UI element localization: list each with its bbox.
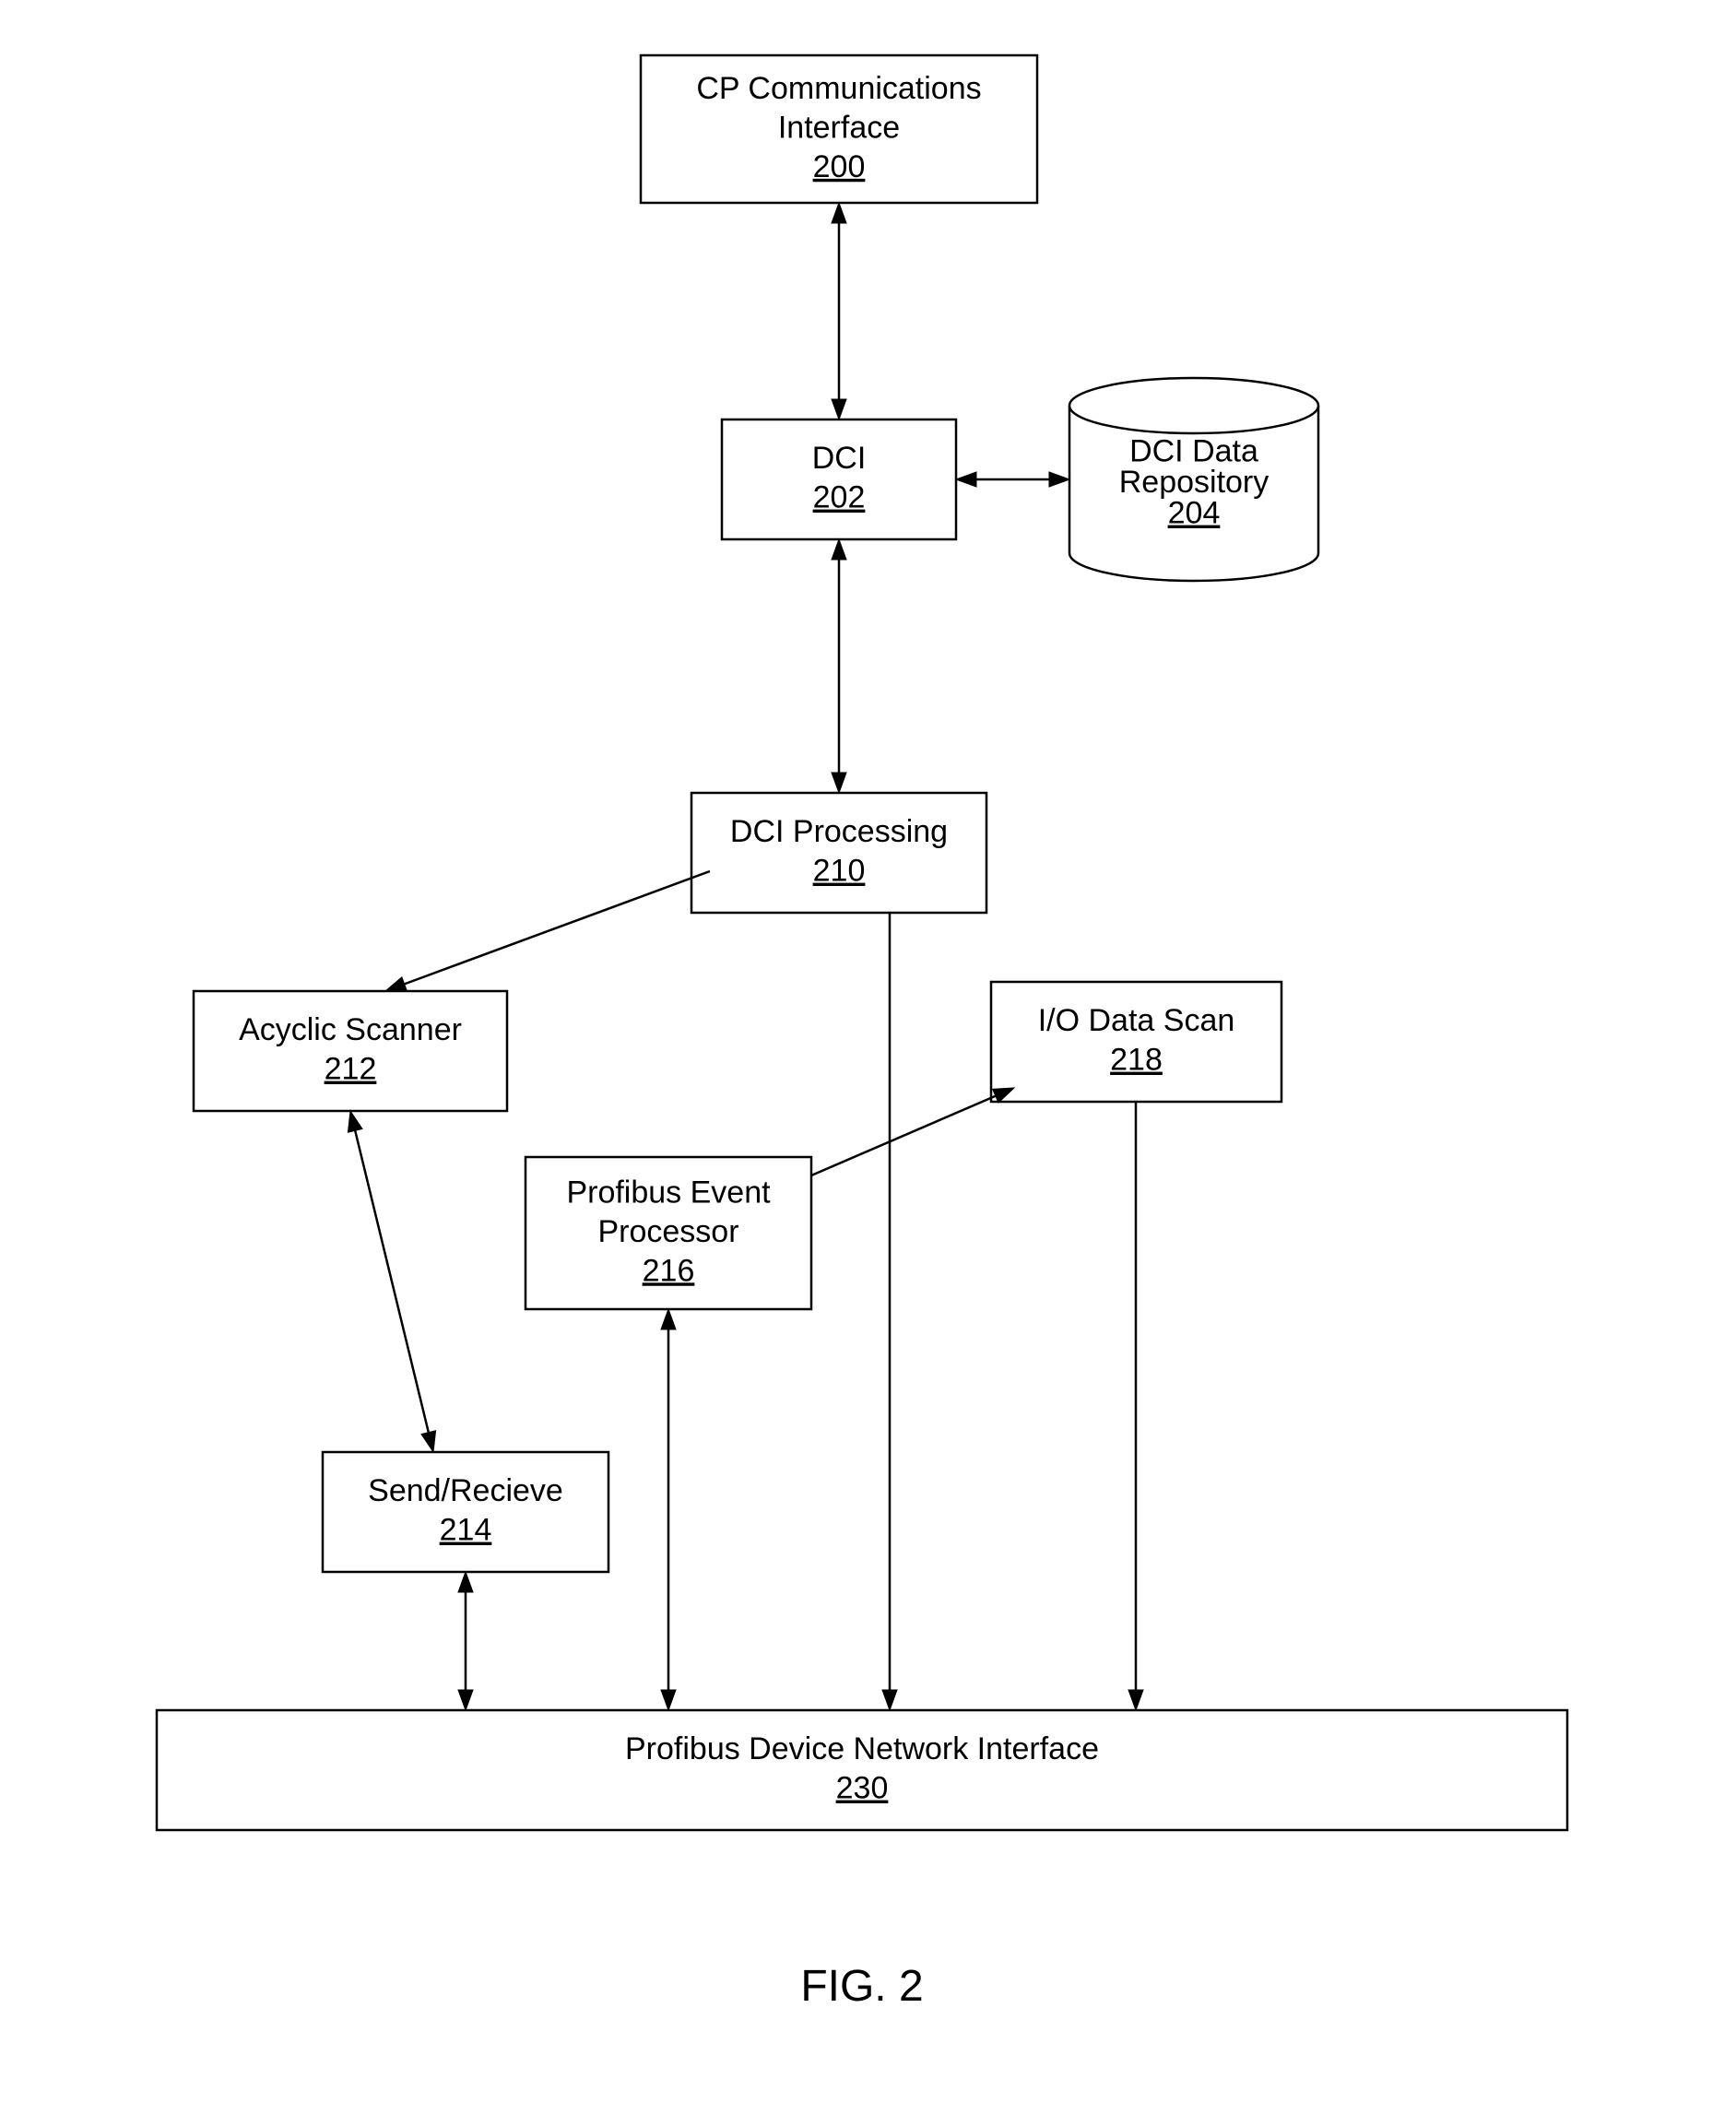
node-pdni-ref: 230 — [836, 1771, 889, 1806]
node-pep-title: Profibus Event — [566, 1175, 771, 1210]
node-repo-top — [1069, 378, 1318, 433]
node-io-title: I/O Data Scan — [1038, 1003, 1235, 1038]
node-acyc-title: Acyclic Scanner — [239, 1012, 462, 1047]
node-cp-ref: 200 — [813, 149, 866, 184]
node-pep-ref: 216 — [643, 1253, 695, 1288]
node-pdni-title: Profibus Device Network Interface — [625, 1731, 1099, 1766]
node-repo-title: Repository — [1119, 465, 1270, 500]
node-sr-ref: 214 — [440, 1513, 492, 1548]
node-proc-ref: 210 — [813, 854, 866, 889]
node-dci-ref: 202 — [813, 480, 866, 515]
node-cp-title: CP Communications — [696, 71, 981, 106]
node-pep-title: Processor — [597, 1214, 738, 1249]
node-proc-title: DCI Processing — [730, 814, 948, 849]
node-cp-title: Interface — [778, 110, 900, 145]
figure-caption: FIG. 2 — [800, 1962, 923, 2011]
node-sr-title: Send/Recieve — [368, 1473, 563, 1508]
node-io-ref: 218 — [1110, 1043, 1163, 1078]
node-dci-title: DCI — [812, 441, 867, 476]
node-repo-title: DCI Data — [1129, 433, 1258, 468]
node-repo-ref: 204 — [1168, 496, 1221, 531]
node-acyc-ref: 212 — [325, 1052, 377, 1087]
